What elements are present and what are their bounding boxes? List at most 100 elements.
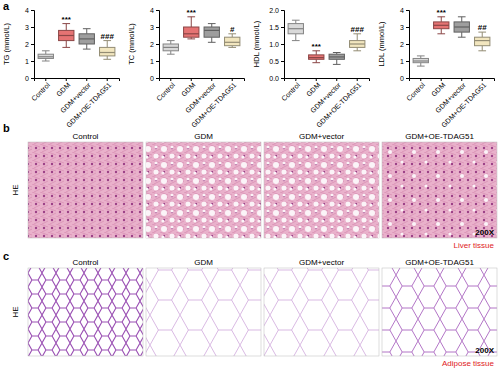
tick-mark	[156, 44, 159, 45]
tick-label: Control	[155, 81, 176, 102]
panel-label: b	[3, 122, 10, 134]
tick: GDM+OE-TDAG51	[190, 78, 238, 129]
significance-mark: ###	[351, 25, 365, 34]
tick-mark	[156, 10, 159, 11]
y-axis: 01234	[150, 7, 159, 82]
tick: GDM	[55, 78, 72, 98]
tick-mark	[295, 78, 296, 81]
box-plot	[454, 17, 469, 37]
tick-mark	[406, 27, 409, 28]
box	[329, 54, 344, 59]
whisker-cap	[333, 52, 341, 53]
tick-label: GDM	[180, 81, 197, 98]
tick-mark	[441, 78, 442, 81]
box-plot	[204, 24, 219, 43]
tick-label: 0	[150, 75, 154, 82]
tick: 3	[400, 24, 409, 31]
box-plot	[38, 51, 53, 61]
whisker	[66, 24, 67, 31]
median	[413, 60, 428, 61]
whisker-cap	[167, 54, 175, 55]
magnification: 200X	[475, 228, 494, 237]
tick-mark	[482, 78, 483, 81]
y-axis: 01234	[400, 7, 409, 82]
whisker	[482, 46, 483, 51]
tick-label: 0.0	[269, 75, 279, 82]
tick: 0	[400, 75, 409, 82]
tick-label: 0.5	[269, 58, 279, 65]
tick-mark	[211, 78, 212, 81]
whisker-cap	[83, 28, 91, 29]
tick-label: 4	[150, 7, 154, 14]
tick-mark	[406, 78, 409, 79]
column-title: GDM	[194, 258, 213, 267]
box	[100, 47, 115, 56]
column-title: Control	[73, 132, 99, 141]
box-plot	[309, 51, 324, 63]
whisker-cap	[333, 64, 341, 65]
tick-label: 0	[400, 75, 404, 82]
tick: 4	[25, 7, 34, 14]
tick: 0.0	[269, 75, 284, 82]
micrograph	[264, 142, 379, 238]
box	[204, 27, 219, 37]
axis-title: TC (mmol/L)	[127, 23, 136, 65]
tick-label: GDM+OE-TDAG51	[65, 81, 113, 129]
micrograph	[146, 142, 261, 238]
box	[79, 34, 94, 44]
tick: Control	[30, 78, 51, 102]
tick: 4	[400, 7, 409, 14]
micrograph-vacuoles	[146, 142, 261, 238]
box-plot	[163, 41, 178, 55]
box	[38, 54, 53, 58]
tick-mark	[31, 44, 34, 45]
median	[288, 28, 303, 29]
tick-mark	[336, 78, 337, 81]
x-axis: ControlGDMGDM+vectorGDM+OE-TDAG51	[405, 78, 494, 129]
tick: Control	[280, 78, 301, 102]
whisker-cap	[62, 47, 70, 48]
whisker	[461, 32, 462, 37]
tick-label: GDM+OE-TDAG51	[440, 81, 488, 129]
axis-line	[406, 11, 410, 79]
whisker-cap	[42, 50, 50, 51]
micrograph	[382, 268, 497, 356]
whisker-cap	[83, 49, 91, 50]
x-axis: ControlGDMGDM+vectorGDM+OE-TDAG51	[155, 78, 244, 129]
whisker	[316, 59, 317, 62]
whisker-cap	[208, 23, 216, 24]
tick-mark	[281, 27, 284, 28]
figure: a01234ControlGDMGDM+vectorGDM+OE-TDAG51T…	[0, 0, 500, 373]
tick-label: 4	[400, 7, 404, 14]
median	[309, 57, 324, 58]
whisker-cap	[208, 42, 216, 43]
median	[204, 30, 219, 31]
significance-mark: ##	[478, 23, 487, 32]
axis-title: LDL (mmol/L)	[377, 21, 386, 67]
chart: 01234ControlGDMGDM+vectorGDM+OE-TDAG51 TC…	[127, 7, 245, 129]
axis-line	[31, 11, 35, 79]
whisker	[211, 24, 212, 27]
whisker-cap	[103, 59, 111, 60]
whisker-cap	[292, 20, 300, 21]
whisker-cap	[228, 47, 236, 48]
tick: 2	[400, 41, 409, 48]
whisker	[107, 56, 108, 59]
whisker	[86, 29, 87, 34]
box	[475, 37, 490, 46]
whisker-cap	[437, 33, 445, 34]
median	[79, 38, 94, 39]
micrograph	[264, 268, 379, 356]
whisker-cap	[353, 50, 361, 51]
tick: GDM+OE-TDAG51	[65, 78, 113, 129]
plot-marks	[38, 24, 115, 61]
box-plot	[184, 17, 199, 39]
tick: 0	[150, 75, 159, 82]
whisker	[295, 20, 296, 23]
whisker	[357, 47, 358, 50]
box	[309, 55, 324, 59]
tick-label: 3	[25, 24, 29, 31]
median	[434, 25, 449, 26]
whisker	[357, 34, 358, 41]
column-title: GDM	[194, 132, 213, 141]
